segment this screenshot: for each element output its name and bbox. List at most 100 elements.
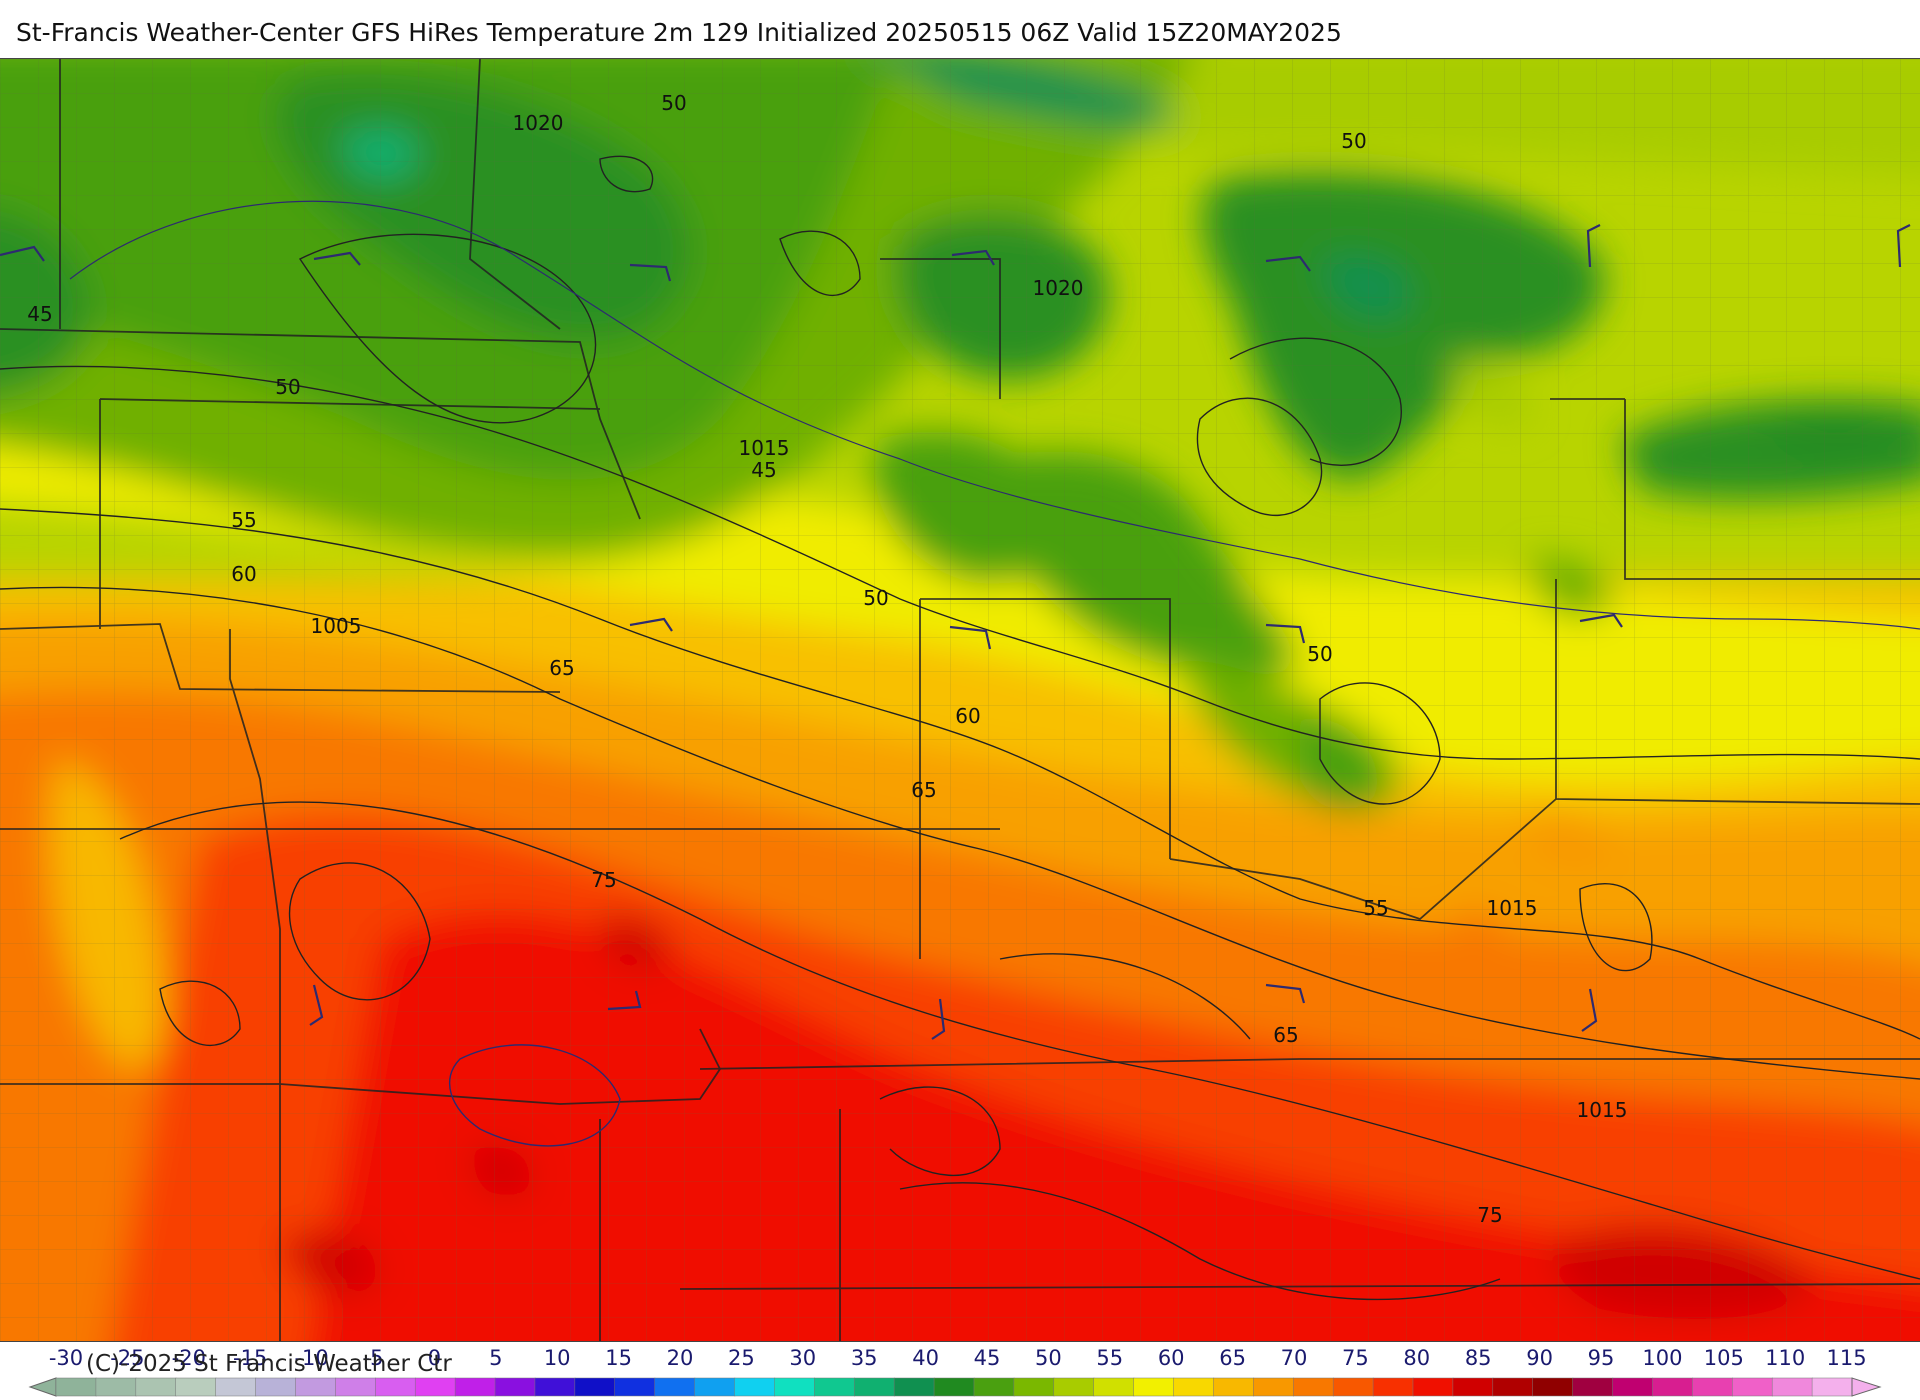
contour-label: 65 bbox=[549, 656, 574, 680]
colorbar-swatch bbox=[774, 1377, 816, 1397]
colorbar-swatch bbox=[1372, 1377, 1414, 1397]
colorbar-swatch bbox=[1452, 1377, 1494, 1397]
colorbar-swatch bbox=[1253, 1377, 1294, 1397]
colorbar-tick-label: 35 bbox=[850, 1346, 878, 1370]
colorbar-swatch bbox=[1612, 1377, 1654, 1397]
colorbar bbox=[28, 1377, 1882, 1397]
contour-label: 60 bbox=[231, 562, 256, 586]
colorbar-swatch bbox=[454, 1377, 496, 1397]
colorbar-swatch bbox=[494, 1377, 536, 1397]
colorbar-swatch bbox=[1412, 1377, 1454, 1397]
colorbar-swatch bbox=[1053, 1377, 1095, 1397]
colorbar-tick-label: 115 bbox=[1826, 1346, 1867, 1370]
contour-label: 50 bbox=[661, 91, 686, 115]
colorbar-swatch bbox=[1532, 1377, 1574, 1397]
colorbar-tick-label: 50 bbox=[1035, 1346, 1062, 1370]
colorbar-tick-label: 70 bbox=[1280, 1346, 1308, 1370]
colorbar-swatch bbox=[375, 1377, 416, 1397]
temperature-field bbox=[0, 59, 1920, 1341]
colorbar-swatch bbox=[1332, 1377, 1374, 1397]
state-borders bbox=[0, 59, 1920, 1341]
colorbar-tick-label: 15 bbox=[605, 1346, 632, 1370]
colorbar-swatch bbox=[95, 1377, 137, 1397]
colorbar-tick-label: 75 bbox=[1342, 1346, 1369, 1370]
colorbar-swatch bbox=[255, 1377, 297, 1397]
colorbar-swatch bbox=[1811, 1377, 1853, 1397]
contour-label: 1005 bbox=[311, 614, 362, 638]
colorbar-swatch bbox=[1771, 1377, 1813, 1397]
contour-label: 50 bbox=[1341, 129, 1366, 153]
colorbar-tick-label: 80 bbox=[1403, 1346, 1431, 1370]
colorbar-tick-label: 100 bbox=[1642, 1346, 1683, 1370]
contour-label: 45 bbox=[27, 302, 52, 326]
contour-label: 50 bbox=[1307, 642, 1332, 666]
contour-label: 1015 bbox=[739, 436, 790, 460]
colorbar-tick-label: 20 bbox=[666, 1346, 694, 1370]
colorbar-labels: -30 -25 -20 -15 -10 -5 0 5 10 15 20 25 30 35 40 45 50 55 6… bbox=[0, 1340, 1920, 1374]
colorbar-swatch bbox=[1093, 1377, 1135, 1397]
colorbar-swatch bbox=[335, 1377, 377, 1397]
colorbar-swatch bbox=[135, 1377, 177, 1397]
colorbar-swatch bbox=[534, 1377, 576, 1397]
contour-lines bbox=[0, 155, 1920, 1301]
colorbar-swatch bbox=[1732, 1377, 1773, 1397]
colorbar-tick-label: 5 bbox=[489, 1346, 503, 1370]
contour-label: 50 bbox=[275, 375, 300, 399]
map-title: St-Francis Weather-Center GFS HiRes Temp… bbox=[16, 18, 1342, 47]
colorbar-tick-label: -25 bbox=[110, 1346, 145, 1370]
colorbar-swatch bbox=[1213, 1377, 1255, 1397]
colorbar-swatch bbox=[614, 1377, 656, 1397]
colorbar-swatch bbox=[973, 1377, 1015, 1397]
colorbar-tick-label: -15 bbox=[233, 1346, 268, 1370]
colorbar-swatch bbox=[814, 1377, 855, 1397]
contour-label: 65 bbox=[1273, 1023, 1298, 1047]
colorbar-tick-label: -5 bbox=[362, 1346, 384, 1370]
contour-label-group: 50 1020 50 1020 45 50 1015 45 55 60 1005… bbox=[27, 91, 1627, 1227]
contour-label: 50 bbox=[863, 586, 888, 610]
colorbar-swatch bbox=[215, 1377, 257, 1397]
colorbar-tick-label: 85 bbox=[1464, 1346, 1492, 1370]
contour-label: 45 bbox=[751, 458, 776, 482]
colorbar-swatch bbox=[414, 1377, 456, 1397]
colorbar-swatch bbox=[175, 1377, 217, 1397]
wind-barbs bbox=[0, 224, 1911, 1040]
contour-label: 55 bbox=[231, 508, 256, 532]
copyright: (C)-2025 St Francis Weather Ctr bbox=[86, 1351, 452, 1377]
contour-label: 65 bbox=[911, 778, 936, 802]
contour-label: 75 bbox=[591, 868, 616, 892]
colorbar-tick-label: -30 bbox=[48, 1346, 84, 1370]
colorbar-tick-label: 90 bbox=[1526, 1346, 1553, 1370]
colorbar-tick-label: 110 bbox=[1765, 1346, 1806, 1370]
colorbar-tick-label: 45 bbox=[973, 1346, 1001, 1370]
colorbar-tick-label: -10 bbox=[294, 1346, 329, 1370]
colorbar-swatch bbox=[734, 1377, 776, 1397]
colorbar-tick-label: 30 bbox=[789, 1346, 817, 1370]
colorbar-swatch bbox=[1292, 1377, 1334, 1397]
colorbar-swatch bbox=[694, 1377, 736, 1397]
colorbar-swatch bbox=[1572, 1377, 1614, 1397]
colorbar-swatch bbox=[55, 1377, 97, 1397]
colorbar-tick-label: 105 bbox=[1703, 1346, 1744, 1370]
colorbar-swatch bbox=[1173, 1377, 1215, 1397]
colorbar-swatch bbox=[1492, 1377, 1534, 1397]
colorbar-swatch bbox=[893, 1377, 935, 1397]
colorbar-tick-label: 40 bbox=[912, 1346, 939, 1370]
colorbar-tick-label: 0 bbox=[427, 1346, 442, 1370]
contour-label: 55 bbox=[1363, 896, 1388, 920]
colorbar-tick-label: 55 bbox=[1096, 1346, 1124, 1370]
colorbar-swatch bbox=[574, 1377, 616, 1397]
colorbar-swatch bbox=[1692, 1377, 1734, 1397]
colorbar-swatch bbox=[654, 1377, 696, 1397]
colorbar-swatch bbox=[933, 1377, 975, 1397]
contour-label: 75 bbox=[1477, 1203, 1502, 1227]
colorbar-tick-label: 25 bbox=[728, 1346, 755, 1370]
colorbar-tick-label: 10 bbox=[543, 1346, 571, 1370]
colorbar-swatch bbox=[1652, 1377, 1694, 1397]
colorbar-tick-label: 60 bbox=[1157, 1346, 1185, 1370]
colorbar-arrow-left bbox=[28, 1377, 57, 1397]
colorbar-swatch bbox=[1013, 1377, 1055, 1397]
colorbar-tick-label: 65 bbox=[1219, 1346, 1246, 1370]
colorbar-arrow-right bbox=[1851, 1377, 1882, 1397]
contour-label: 1015 bbox=[1577, 1098, 1628, 1122]
temperature-map: 50 1020 50 1020 45 50 1015 45 55 60 1005… bbox=[0, 58, 1920, 1342]
